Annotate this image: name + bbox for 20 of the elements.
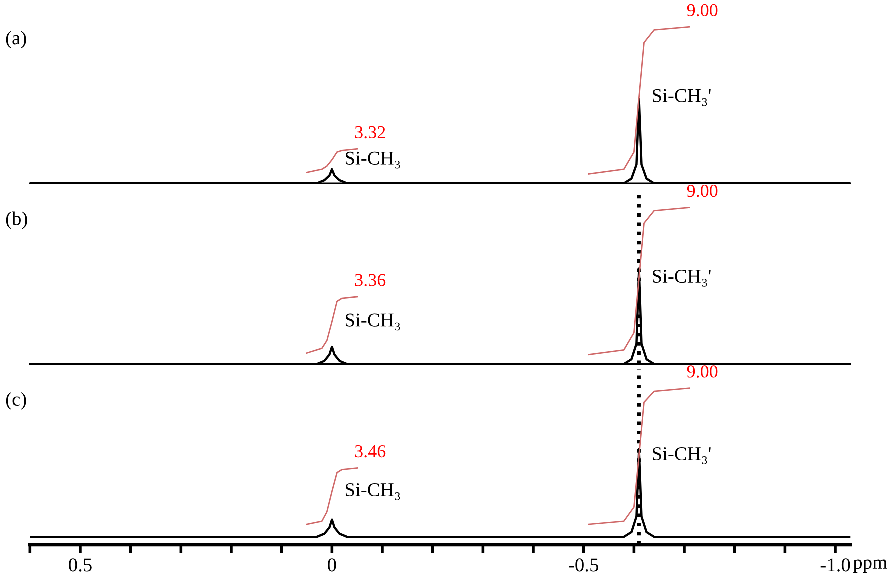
annotation: Si-CH₃ [346, 314, 400, 331]
annotation: Si-CH₃' [653, 447, 711, 464]
chart-title: (a) [6, 31, 26, 49]
x-tick-label: -1.0 [820, 558, 850, 572]
text: 9.00 [687, 366, 718, 378]
text: 9.00 [687, 4, 718, 17]
annotation: 3.36 [355, 274, 386, 286]
annotation: Si-CH₃ [346, 483, 400, 500]
annotation: Si-CH₃' [653, 270, 711, 287]
x-tick-label: 0 [328, 558, 336, 572]
annotation: Si-CH₃' [653, 89, 711, 106]
chart-title: (c) [6, 392, 26, 410]
annotation: 3.32 [355, 126, 386, 139]
annotation: Si-CH₃ [346, 152, 400, 169]
x-tick-label: -0.5 [569, 558, 598, 572]
annotation: 3.46 [355, 445, 386, 458]
x-axis-title: ppm [853, 560, 887, 574]
text: 9.00 [687, 184, 718, 198]
x-tick-label: 0.5 [69, 558, 92, 572]
chart-title: (b) [6, 212, 28, 230]
